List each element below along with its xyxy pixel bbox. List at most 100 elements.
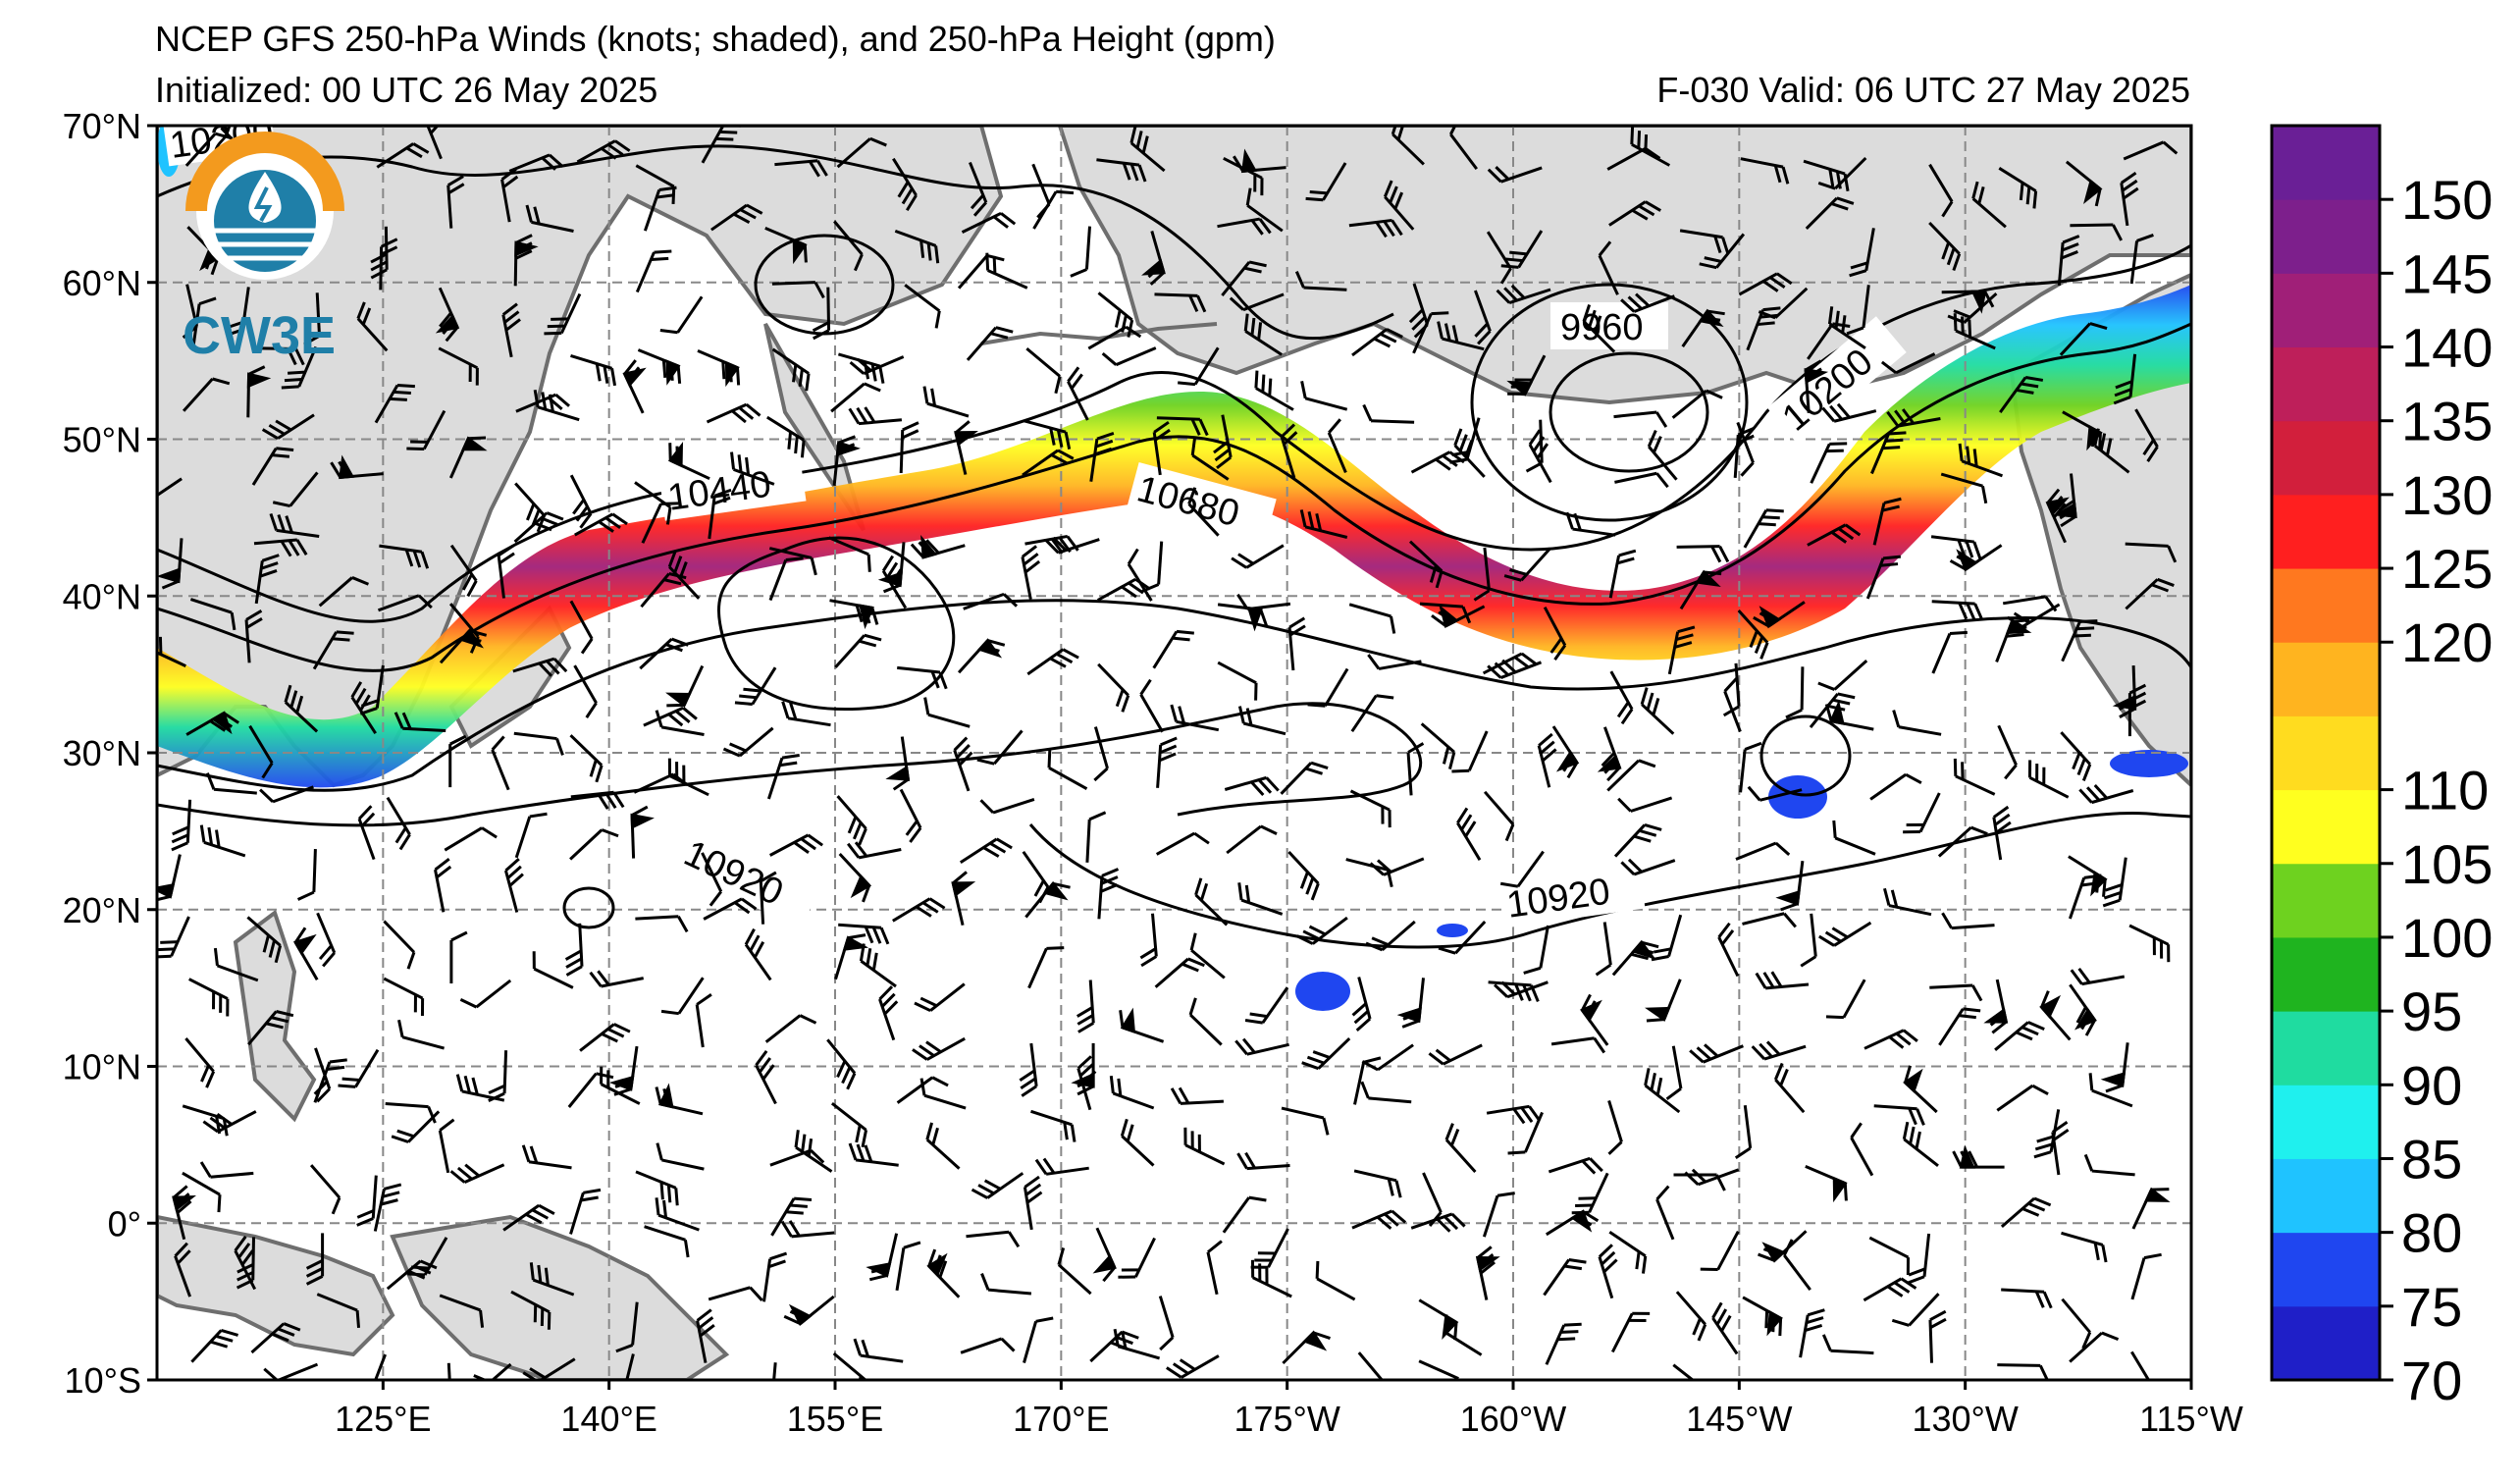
wind-barb [1873, 1104, 1925, 1126]
wind-barb [1937, 825, 1988, 858]
wind-barb [313, 1058, 347, 1103]
wind-barb [1487, 659, 1543, 679]
wind-barb [356, 1175, 378, 1227]
wind-barb [157, 636, 186, 667]
wind-barb [771, 347, 811, 392]
wind-barb [2061, 1298, 2092, 1350]
colorbar-tick-label: 80 [2401, 1202, 2462, 1264]
wind-barb [1903, 792, 1941, 834]
wind-barb [1093, 726, 1109, 782]
wind-barb [667, 758, 709, 797]
wind-barb [1307, 667, 1349, 708]
wind-barb [774, 159, 828, 178]
wind-barb [589, 970, 644, 988]
wind-barb [305, 1233, 325, 1286]
wind-barb [525, 204, 574, 233]
wind-barb [1109, 1076, 1155, 1110]
wind-barb [635, 1170, 679, 1206]
wind-barb [1431, 604, 1486, 628]
longitude-axis: 125°E 140°E 155°E 170°E 175°W 160°W 145°W 130°W… [335, 1380, 2243, 1439]
colorbar-segment [2272, 1305, 2380, 1381]
colorbar-segment [2272, 1232, 2380, 1307]
wind-barb [985, 252, 1028, 290]
wind-barb [338, 1048, 380, 1088]
wind-barb [2130, 1252, 2162, 1300]
wind-barb [1746, 306, 1781, 351]
wind-barb [1551, 725, 1580, 779]
wind-barb [1869, 772, 1922, 801]
wind-barb [922, 386, 970, 418]
wind-barb [449, 930, 468, 983]
lat-tick-label: 0° [108, 1203, 141, 1244]
wind-barb [386, 796, 411, 851]
wind-barb [1608, 549, 1637, 599]
wind-barb [2061, 1231, 2108, 1263]
wind-barb [1755, 971, 1810, 990]
wind-barb [1983, 979, 2009, 1034]
wind-barb [1245, 187, 1284, 233]
wind-barb [1782, 1239, 1811, 1292]
colorbar-tick-label: 85 [2401, 1128, 2462, 1190]
wind-barb [157, 477, 183, 504]
wind-barb [1799, 1308, 1825, 1358]
wind-barb [829, 599, 879, 630]
wind-barb [373, 1183, 402, 1232]
wind-barb [2053, 473, 2077, 528]
wind-barb [1456, 807, 1482, 861]
wind-barb [1089, 432, 1115, 482]
wind-barb [1684, 1168, 1740, 1187]
wind-barb [1546, 1209, 1600, 1237]
wind-barb [570, 353, 617, 387]
wind-barb [1598, 240, 1619, 295]
wind-barb [655, 1083, 704, 1116]
wind-barb [925, 1122, 961, 1170]
wind-barb [1243, 313, 1283, 356]
wind-barb [1739, 741, 1762, 793]
wind-barb [379, 238, 398, 291]
wind-barb [510, 1290, 551, 1330]
wind-barb [1300, 380, 1348, 411]
wind-barb [1607, 1099, 1623, 1155]
wind-barb [1155, 831, 1210, 856]
wind-barb [199, 824, 246, 858]
wind-barb [1025, 346, 1062, 395]
wind-barb [1810, 442, 1848, 484]
wind-barb [383, 920, 416, 970]
lon-tick-label: 145°W [1686, 1399, 1792, 1439]
lat-tick-label: 10°N [63, 1047, 141, 1087]
wind-barb [848, 406, 903, 426]
wind-barb [2128, 924, 2171, 963]
wind-barb [1170, 1086, 1224, 1105]
wind-barb [199, 1161, 254, 1179]
lon-tick-label: 115°W [2139, 1399, 2243, 1439]
contour-label-9960: 9960 [1560, 307, 1644, 348]
wind-barb [1617, 796, 1673, 813]
wind-barb [1928, 163, 1954, 218]
wind-barb [1067, 366, 1089, 421]
wind-barb [1929, 983, 1983, 1002]
wind-barb [1408, 540, 1444, 589]
wind-barb [1139, 913, 1158, 968]
colorbar-segment [2272, 494, 2380, 569]
wind-barb [1610, 1311, 1651, 1353]
wind-barb [2123, 140, 2179, 161]
wind-barb [1565, 511, 1616, 537]
wind-barb [1057, 1247, 1092, 1296]
wind-barb [1832, 820, 1876, 856]
wind-barb [708, 1286, 763, 1301]
wind-barb [569, 1188, 602, 1235]
wind-barb [1773, 1062, 1806, 1114]
wind-barb [491, 735, 510, 791]
wind-barb [1119, 1007, 1165, 1043]
wind-barb [1120, 1118, 1155, 1167]
wind-barb [2102, 857, 2127, 908]
wind-barb [1027, 946, 1065, 989]
wind-barb [794, 1130, 833, 1173]
wind-barb [665, 664, 705, 708]
wind-barb [189, 598, 236, 631]
wind-barb [1849, 228, 1875, 278]
wind-barb [966, 326, 1014, 361]
wind-barb [1742, 912, 1797, 928]
lon-tick-label: 125°E [335, 1399, 431, 1439]
wind-barb [895, 1241, 921, 1292]
